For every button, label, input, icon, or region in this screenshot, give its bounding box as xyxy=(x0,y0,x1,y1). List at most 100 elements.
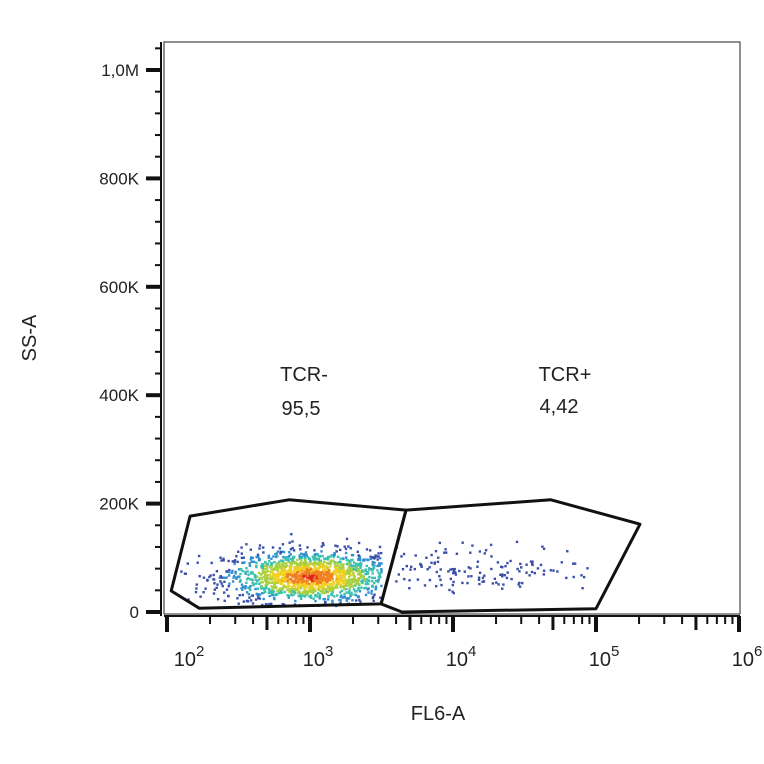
y-tick-label: 800K xyxy=(99,169,139,188)
data-point xyxy=(319,561,322,564)
data-point xyxy=(319,559,323,562)
data-point xyxy=(339,557,342,560)
data-point xyxy=(249,578,252,581)
data-point xyxy=(282,573,285,577)
data-point xyxy=(194,590,198,594)
data-point xyxy=(270,590,274,593)
data-point xyxy=(287,575,290,578)
data-point xyxy=(319,571,322,574)
data-point xyxy=(520,566,523,569)
data-point xyxy=(198,575,201,578)
data-point xyxy=(285,577,289,580)
data-point xyxy=(455,552,459,555)
data-point xyxy=(292,582,295,585)
data-point xyxy=(355,566,358,569)
data-point xyxy=(319,581,322,584)
data-point xyxy=(339,586,342,589)
data-point xyxy=(291,561,294,564)
data-point xyxy=(279,550,282,554)
data-point xyxy=(536,567,540,570)
data-point xyxy=(197,554,201,558)
data-point xyxy=(343,545,346,548)
data-point xyxy=(454,571,457,574)
data-point xyxy=(281,561,284,565)
data-point xyxy=(268,577,271,580)
data-point xyxy=(274,552,277,556)
data-point xyxy=(367,591,370,594)
data-point xyxy=(362,577,365,580)
data-point xyxy=(278,561,281,565)
data-point xyxy=(353,576,356,579)
data-point xyxy=(426,568,429,571)
data-point xyxy=(342,580,345,583)
data-point xyxy=(369,549,372,552)
data-point xyxy=(227,559,230,563)
data-point xyxy=(351,581,354,584)
data-point xyxy=(275,581,279,585)
data-point xyxy=(525,571,528,574)
data-point xyxy=(278,547,282,550)
data-point xyxy=(503,574,506,577)
data-point xyxy=(269,566,272,569)
data-point xyxy=(262,571,266,574)
gates xyxy=(169,498,642,614)
data-point xyxy=(241,561,244,564)
data-point xyxy=(478,582,481,586)
data-point xyxy=(282,568,286,572)
data-point xyxy=(331,599,334,602)
data-point xyxy=(449,577,452,581)
data-point xyxy=(380,569,383,573)
data-point xyxy=(403,577,406,581)
data-point xyxy=(277,578,281,582)
data-point xyxy=(287,582,290,585)
data-point xyxy=(379,576,382,579)
data-point xyxy=(357,586,360,590)
data-point xyxy=(452,569,456,572)
data-point xyxy=(311,576,314,579)
data-point xyxy=(300,597,303,601)
data-point xyxy=(310,589,313,592)
data-point xyxy=(257,555,260,559)
data-point xyxy=(440,583,443,587)
data-point xyxy=(326,561,329,565)
data-point xyxy=(539,563,543,567)
data-point xyxy=(313,564,316,567)
data-point xyxy=(339,565,343,569)
data-point xyxy=(299,548,302,551)
data-point xyxy=(283,561,286,565)
data-point xyxy=(351,578,354,582)
data-point xyxy=(265,565,269,568)
data-point xyxy=(262,551,265,554)
data-point xyxy=(363,587,366,590)
data-point xyxy=(267,603,270,606)
data-point xyxy=(315,567,318,570)
data-point xyxy=(284,575,287,578)
data-point xyxy=(265,581,268,584)
data-point xyxy=(378,564,381,567)
data-point xyxy=(301,584,304,588)
data-point xyxy=(344,579,347,583)
data-point xyxy=(281,586,285,589)
data-point xyxy=(291,540,294,543)
data-point xyxy=(345,584,349,587)
data-point xyxy=(496,561,500,564)
data-point xyxy=(202,576,206,579)
data-point xyxy=(531,560,534,563)
data-point xyxy=(291,546,294,550)
data-point xyxy=(438,541,442,545)
data-point xyxy=(352,567,355,571)
data-point xyxy=(354,562,358,566)
data-point xyxy=(345,597,349,601)
data-point xyxy=(236,597,239,600)
data-point xyxy=(360,586,363,589)
data-point xyxy=(300,581,303,584)
y-axis-title: SS-A xyxy=(19,314,41,361)
data-point xyxy=(369,557,373,561)
data-point xyxy=(371,572,374,575)
gate-percent-tcr-neg: 95,5 xyxy=(282,398,321,420)
data-point xyxy=(272,590,276,593)
data-point xyxy=(286,585,289,588)
data-point xyxy=(245,581,248,584)
data-point xyxy=(254,578,257,581)
data-point xyxy=(504,565,507,568)
